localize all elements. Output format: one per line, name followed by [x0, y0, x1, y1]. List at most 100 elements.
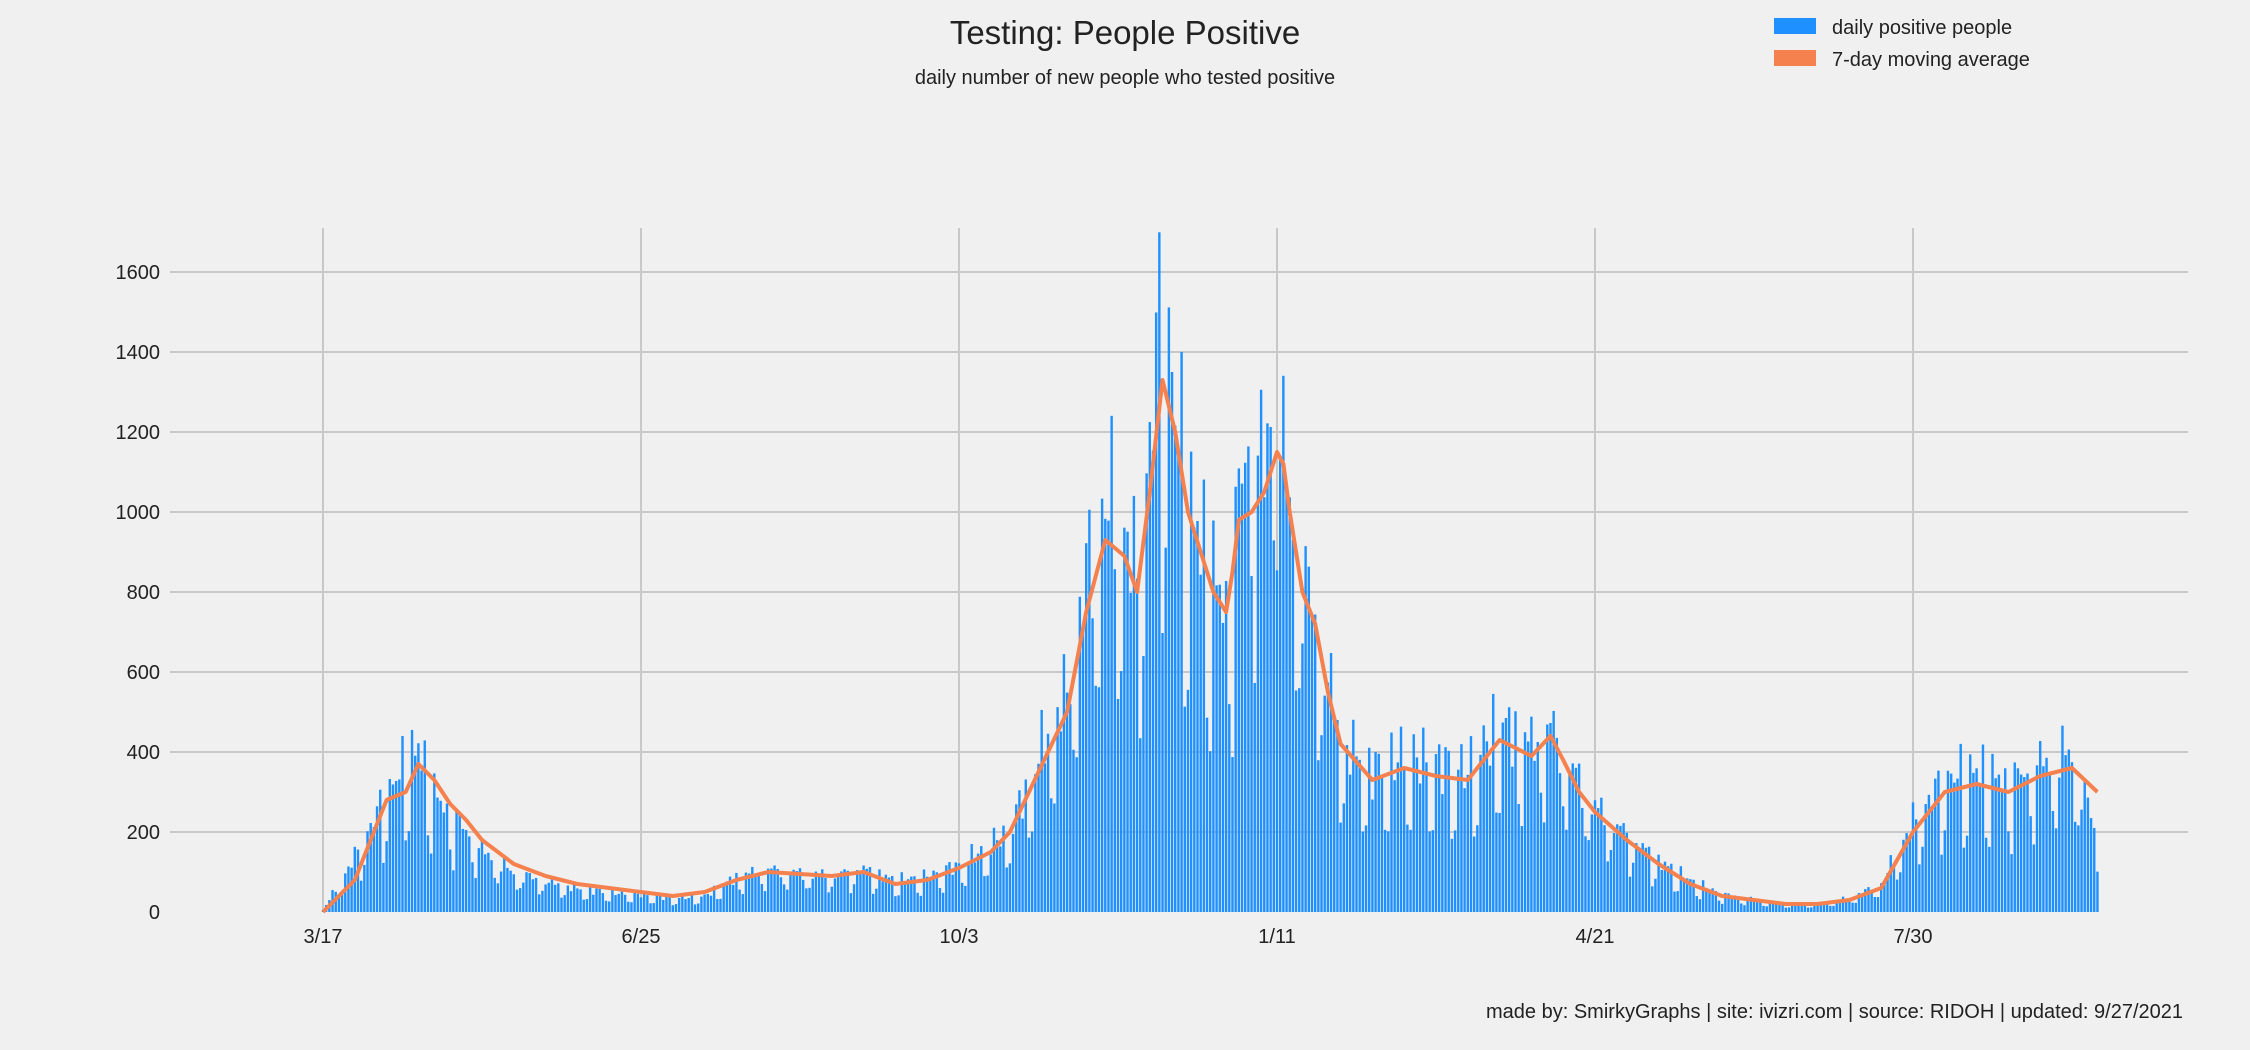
bar-day-514 [1956, 778, 1959, 912]
bar-day-21 [388, 779, 391, 912]
bar-day-291 [1247, 446, 1250, 912]
bar-day-147 [789, 874, 792, 912]
bar-day-400 [1593, 800, 1597, 912]
bar-day-20 [385, 841, 388, 912]
bar-day-252 [1123, 527, 1126, 912]
bar-day-552 [2077, 825, 2080, 912]
bar-day-397 [1584, 836, 1587, 912]
bar-day-416 [1644, 847, 1648, 912]
bar-day-323 [1348, 774, 1352, 912]
bar-day-227 [1043, 763, 1047, 912]
bar-day-207 [980, 846, 983, 912]
bar-day-531 [2010, 854, 2013, 912]
bar-day-558 [2096, 871, 2099, 912]
bar-day-293 [1253, 682, 1256, 912]
bar-day-428 [1682, 881, 1686, 912]
bar-day-273 [1189, 451, 1193, 912]
bar-day-6 [340, 890, 344, 912]
x-tick-label-4/21: 4/21 [1576, 926, 1615, 948]
bar-day-457 [1775, 903, 1778, 912]
bar-day-261 [1151, 450, 1155, 912]
bar-day-9 [350, 867, 353, 912]
bar-day-23 [394, 780, 398, 912]
bar-day-122 [709, 895, 713, 912]
daily-positive-bars [321, 232, 2099, 913]
bar-day-77 [566, 885, 570, 912]
bar-day-44 [461, 828, 465, 912]
y-tick-label-800: 800 [127, 582, 160, 604]
bar-day-340 [1403, 766, 1406, 912]
bar-day-220 [1021, 818, 1024, 912]
bar-day-491 [1883, 880, 1886, 912]
bar-day-296 [1263, 497, 1266, 912]
bar-day-306 [1294, 690, 1298, 912]
y-tick-label-1000: 1000 [116, 502, 161, 524]
bar-day-422 [1663, 861, 1667, 912]
bar-day-121 [706, 893, 709, 912]
bar-day-263 [1158, 232, 1161, 913]
bar-day-11 [356, 849, 360, 912]
bar-day-61 [515, 889, 519, 912]
bar-day-473 [1825, 902, 1829, 912]
bar-day-269 [1177, 449, 1180, 912]
bar-day-262 [1154, 312, 1158, 913]
bar-day-487 [1870, 892, 1873, 912]
bar-day-184 [906, 879, 910, 912]
bar-day-107 [662, 900, 665, 912]
bar-day-415 [1641, 843, 1644, 912]
bar-day-256 [1135, 578, 1139, 912]
bar-day-188 [919, 895, 923, 912]
bar-day-162 [836, 873, 840, 912]
bar-day-190 [926, 876, 929, 912]
bar-day-116 [690, 893, 694, 912]
bar-day-58 [506, 867, 509, 912]
bar-day-177 [884, 874, 888, 912]
bar-day-212 [995, 840, 999, 912]
bar-day-112 [677, 898, 681, 912]
bar-day-501 [1914, 819, 1918, 912]
bar-day-206 [976, 853, 980, 912]
bar-day-505 [1927, 794, 1931, 912]
chart-subtitle: daily number of new people who tested po… [915, 67, 1335, 89]
bar-day-15 [369, 823, 372, 912]
bar-day-486 [1867, 887, 1870, 912]
bar-day-164 [843, 869, 846, 912]
bar-day-493 [1889, 855, 1892, 912]
bar-day-113 [681, 895, 684, 912]
bar-day-499 [1908, 837, 1912, 912]
bar-day-69 [541, 890, 544, 912]
bar-day-106 [658, 894, 662, 912]
bar-day-234 [1065, 692, 1069, 912]
bar-day-127 [725, 881, 729, 912]
bar-day-180 [894, 896, 897, 912]
bar-day-163 [840, 871, 843, 912]
bar-day-187 [916, 892, 919, 912]
bar-day-378 [1523, 732, 1527, 912]
bar-day-119 [700, 896, 703, 912]
bar-day-241 [1088, 509, 1091, 912]
bar-day-131 [738, 889, 741, 912]
bar-day-299 [1272, 540, 1276, 912]
bar-day-320 [1339, 822, 1342, 912]
bar-day-236 [1072, 749, 1075, 912]
y-tick-label-1600: 1600 [116, 262, 161, 284]
bar-day-524 [1988, 846, 1991, 912]
bar-day-160 [830, 886, 833, 912]
bar-day-33 [426, 835, 430, 912]
bar-day-17 [375, 806, 379, 912]
bar-day-545 [2054, 828, 2058, 912]
bar-day-377 [1520, 826, 1524, 912]
bar-day-85 [592, 894, 595, 912]
bar-day-433 [1698, 899, 1702, 912]
bar-day-228 [1046, 733, 1050, 912]
bar-day-313 [1317, 760, 1320, 912]
bar-day-24 [398, 779, 401, 912]
bar-day-437 [1711, 888, 1714, 912]
bar-day-506 [1930, 808, 1934, 912]
bar-day-363 [1476, 825, 1479, 912]
bar-day-472 [1822, 904, 1826, 912]
x-tick-label-10/3: 10/3 [940, 926, 979, 948]
bar-day-96 [627, 901, 630, 912]
bar-day-202 [964, 885, 967, 912]
